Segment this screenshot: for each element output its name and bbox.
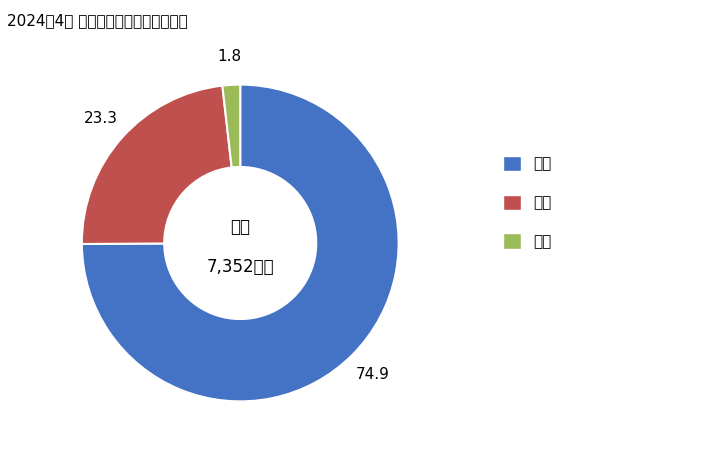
Text: 74.9: 74.9	[356, 367, 389, 382]
Text: 23.3: 23.3	[84, 112, 117, 126]
Text: 7,352万円: 7,352万円	[207, 258, 274, 276]
Text: 2024年4月 輸入相手国のシェア（％）: 2024年4月 輸入相手国のシェア（％）	[7, 14, 188, 28]
Legend: 韓国, 米国, 台湾: 韓国, 米国, 台湾	[502, 156, 552, 249]
Wedge shape	[82, 85, 399, 401]
Wedge shape	[82, 86, 232, 244]
Text: 1.8: 1.8	[218, 49, 242, 64]
Text: 総額: 総額	[230, 218, 250, 236]
Wedge shape	[222, 85, 240, 167]
